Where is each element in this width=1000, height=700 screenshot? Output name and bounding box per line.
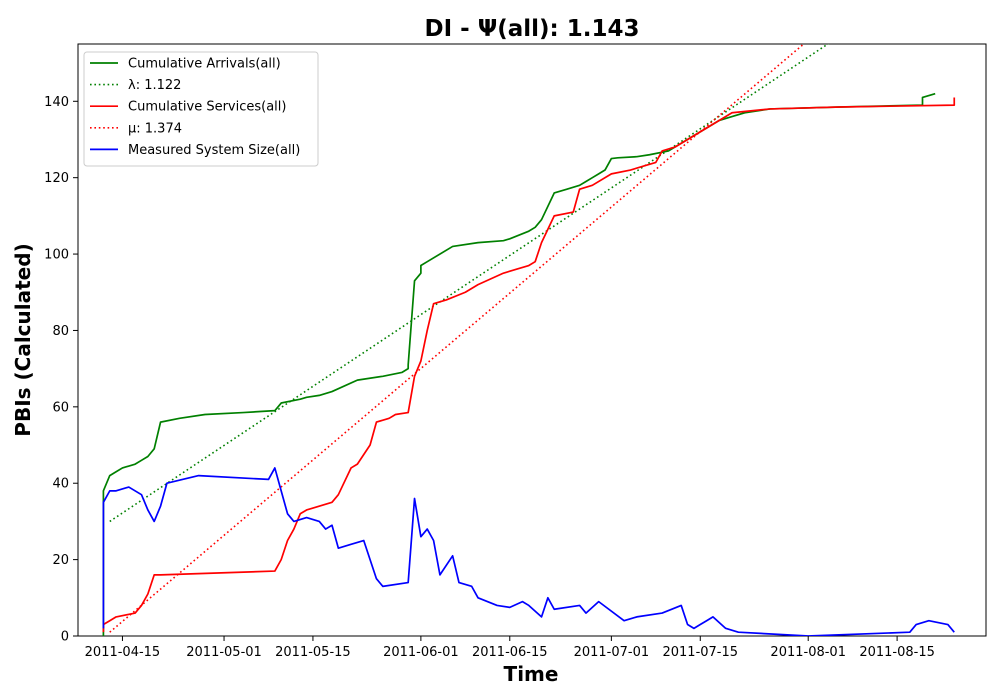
- legend: Cumulative Arrivals(all) λ: 1.122 Cumulati…: [83, 51, 319, 167]
- x-axis: 2011-04-15 2011-05-01 2011-05-15 2011-06-01…: [85, 636, 935, 660]
- series-layer: [102, 44, 956, 636]
- legend-label: Measured System Size(all): [128, 143, 300, 158]
- y-axis-title: PBIs (Calculated): [11, 243, 35, 436]
- legend-label: Cumulative Services(all): [128, 100, 286, 115]
- x-tick-label: 2011-04-15: [85, 645, 161, 660]
- y-tick-label: 20: [52, 553, 69, 568]
- x-tick-label: 2011-07-01: [574, 645, 650, 660]
- legend-box: [83, 51, 319, 167]
- series-line-4: [102, 467, 955, 636]
- series-line-2: [102, 97, 956, 633]
- y-tick-label: 100: [44, 248, 69, 263]
- y-axis: 0 20 40 60 80 100 120 140: [44, 95, 78, 645]
- x-tick-label: 2011-08-01: [770, 645, 846, 660]
- x-tick-label: 2011-05-01: [186, 645, 262, 660]
- legend-label: λ: 1.122: [128, 78, 181, 93]
- x-tick-label: 2011-08-15: [859, 645, 935, 660]
- y-tick-label: 80: [52, 324, 69, 339]
- y-tick-label: 0: [61, 630, 69, 645]
- y-tick-label: 60: [52, 400, 69, 415]
- chart-title: DI - Ψ(all): 1.143: [424, 16, 639, 42]
- y-tick-label: 140: [44, 95, 69, 110]
- y-tick-label: 40: [52, 477, 69, 492]
- x-axis-title: Time: [504, 662, 559, 686]
- x-tick-label: 2011-05-15: [275, 645, 351, 660]
- x-tick-label: 2011-07-15: [662, 645, 738, 660]
- legend-label: Cumulative Arrivals(all): [128, 57, 281, 72]
- x-tick-label: 2011-06-01: [383, 645, 459, 660]
- series-line-3: [109, 44, 805, 633]
- y-tick-label: 120: [44, 171, 69, 186]
- x-tick-label: 2011-06-15: [472, 645, 548, 660]
- legend-label: μ: 1.374: [128, 121, 182, 136]
